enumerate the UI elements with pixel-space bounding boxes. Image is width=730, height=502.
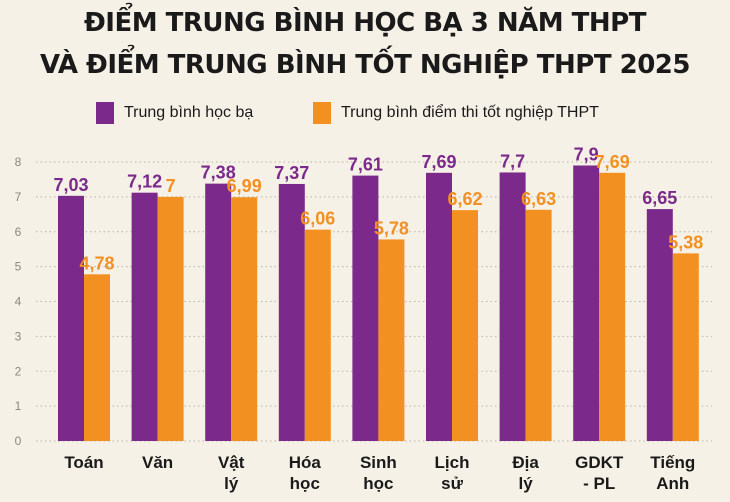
- bar-tot-nghiep-6: [525, 209, 552, 441]
- legend-swatch-tot-nghiep: [313, 102, 331, 124]
- bar-tot-nghiep-2: [231, 197, 258, 441]
- y-tick-label-4: 4: [15, 295, 22, 309]
- legend-label-tot-nghiep: Trung bình điểm thi tốt nghiệp THPT: [341, 104, 599, 121]
- category-label-1-line-0: Văn: [142, 453, 173, 472]
- data-label-hoc-ba-0: 7,03: [53, 175, 88, 195]
- data-label-hoc-ba-6: 7,7: [500, 151, 525, 171]
- category-label-4-line-0: Sinh: [360, 453, 397, 472]
- category-label-6-line-1: lý: [519, 474, 534, 493]
- bar-hoc-ba-2: [205, 183, 232, 441]
- chart-legend: Trung bình học bạ Trung bình điểm thi tố…: [0, 102, 730, 124]
- data-label-tot-nghiep-8: 5,38: [668, 232, 703, 252]
- data-label-tot-nghiep-7: 7,69: [595, 152, 630, 172]
- bar-hoc-ba-5: [426, 172, 452, 441]
- bar-hoc-ba-8: [646, 209, 673, 441]
- data-label-hoc-ba-4: 7,61: [348, 155, 383, 175]
- chart-title-line-2: VÀ ĐIỂM TRUNG BÌNH TỐT NGHIỆP THPT 2025: [40, 50, 691, 80]
- bar-hoc-ba-7: [573, 165, 600, 442]
- data-label-tot-nghiep-1: 7: [166, 176, 176, 196]
- bar-hoc-ba-4: [352, 175, 379, 441]
- category-label-2-line-0: Vật: [218, 453, 245, 472]
- category-label-5-line-0: Lịch: [435, 453, 470, 472]
- category-label-8-line-1: Anh: [656, 474, 689, 493]
- category-label-2-line-1: lý: [224, 474, 239, 493]
- legend-label-hoc-ba: Trung bình học bạ: [124, 104, 254, 121]
- data-label-tot-nghiep-3: 6,06: [300, 209, 335, 229]
- data-label-hoc-ba-7: 7,9: [574, 144, 599, 164]
- bar-hoc-ba-0: [58, 195, 84, 441]
- y-tick-label-5: 5: [15, 260, 22, 274]
- data-label-tot-nghiep-4: 5,78: [374, 218, 409, 238]
- bar-hoc-ba-1: [131, 192, 158, 441]
- y-tick-label-8: 8: [15, 155, 22, 169]
- data-label-hoc-ba-2: 7,38: [201, 163, 236, 183]
- category-label-7-line-1: - PL: [583, 474, 615, 493]
- bar-tot-nghiep-8: [672, 253, 699, 441]
- category-label-5-line-1: sử: [441, 474, 463, 493]
- legend-swatch-hoc-ba: [96, 102, 114, 124]
- data-label-tot-nghiep-5: 6,62: [447, 189, 482, 209]
- y-tick-label-2: 2: [15, 364, 22, 378]
- data-label-hoc-ba-8: 6,65: [642, 188, 677, 208]
- chart-title-line-1: ĐIỂM TRUNG BÌNH HỌC BẠ 3 NĂM THPT: [84, 8, 646, 38]
- category-label-7-line-0: GDKT: [575, 453, 624, 472]
- legend-item-tot-nghiep: Trung bình điểm thi tốt nghiệp THPT: [313, 102, 599, 124]
- data-label-hoc-ba-5: 7,69: [421, 152, 456, 172]
- category-label-3-line-1: học: [290, 474, 320, 493]
- category-label-0-line-0: Toán: [64, 453, 103, 472]
- bar-tot-nghiep-1: [157, 196, 184, 441]
- bar-tot-nghiep-0: [84, 274, 110, 441]
- category-label-6-line-0: Địa: [512, 453, 539, 472]
- y-tick-label-6: 6: [15, 225, 22, 239]
- bar-tot-nghiep-7: [599, 172, 626, 441]
- bar-tot-nghiep-3: [304, 229, 331, 441]
- category-label-8-line-0: Tiếng: [650, 453, 695, 472]
- data-label-tot-nghiep-2: 6,99: [227, 176, 262, 196]
- legend-item-hoc-ba: Trung bình học bạ: [96, 102, 253, 124]
- bar-tot-nghiep-4: [378, 239, 405, 441]
- y-tick-label-0: 0: [15, 434, 22, 448]
- category-label-3-line-0: Hóa: [289, 453, 322, 472]
- y-tick-label-1: 1: [15, 399, 22, 413]
- bar-hoc-ba-6: [499, 172, 526, 441]
- data-label-hoc-ba-1: 7,12: [127, 172, 162, 192]
- category-label-4-line-1: học: [363, 474, 393, 493]
- bar-hoc-ba-3: [278, 183, 305, 441]
- data-label-tot-nghiep-6: 6,63: [521, 189, 556, 209]
- data-label-hoc-ba-3: 7,37: [274, 163, 309, 183]
- y-tick-label-3: 3: [15, 329, 22, 343]
- y-tick-label-7: 7: [15, 190, 22, 204]
- bar-tot-nghiep-5: [452, 210, 478, 441]
- data-label-tot-nghiep-0: 4,78: [79, 253, 114, 273]
